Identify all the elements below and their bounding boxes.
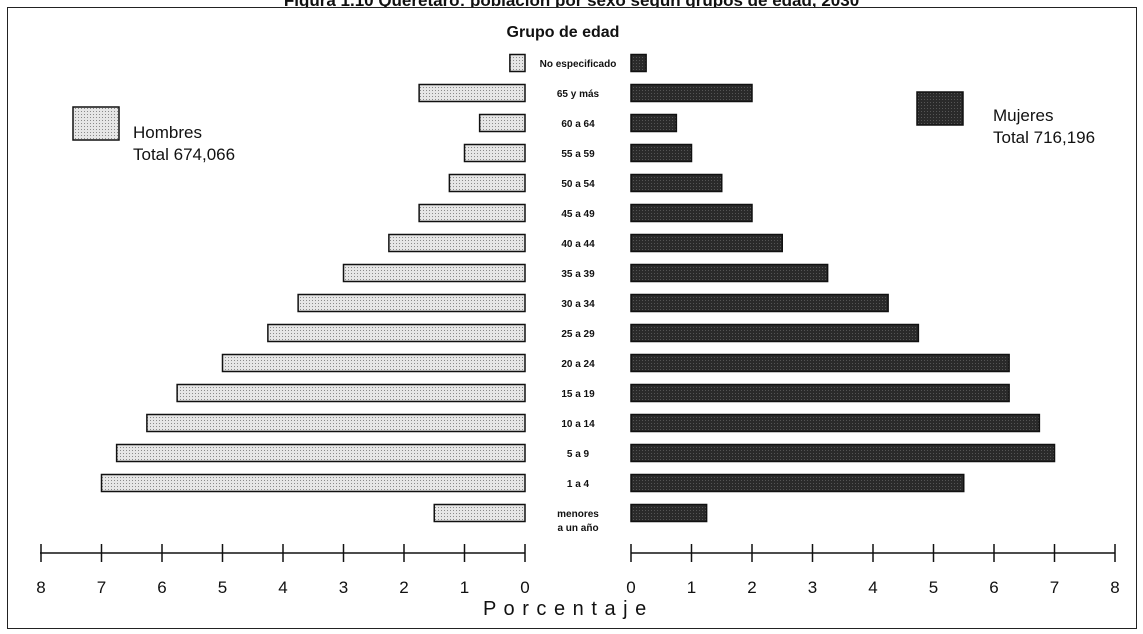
bar-hombres: [342, 263, 526, 283]
bar-hombres: [388, 233, 526, 253]
x-axis-title: P o r c e n t a j e: [483, 598, 647, 620]
bar-mujeres: [630, 53, 647, 73]
bar-hombres: [221, 353, 526, 373]
bar-hombres: [463, 143, 526, 163]
category-label: 35 a 39: [561, 269, 595, 280]
x-tick-label-left: 4: [278, 578, 287, 597]
x-tick-label-left: 3: [339, 578, 348, 597]
bar-mujeres: [630, 443, 1056, 463]
category-label: a un año: [557, 523, 598, 534]
x-tick-label-right: 5: [929, 578, 938, 597]
bar-mujeres: [630, 293, 889, 313]
x-tick-label-right: 0: [626, 578, 635, 597]
category-label: 60 a 64: [561, 119, 595, 130]
legend-mujeres: Mujeres Total 716,196: [993, 105, 1095, 149]
category-label: 15 a 19: [561, 389, 595, 400]
category-label: No especificado: [540, 59, 617, 70]
category-label: menores: [557, 509, 599, 520]
category-label: 30 a 34: [561, 299, 595, 310]
x-tick-label-left: 8: [36, 578, 45, 597]
bar-mujeres: [630, 353, 1010, 373]
category-label: 5 a 9: [567, 449, 590, 460]
bar-hombres: [418, 83, 526, 103]
category-label: 50 a 54: [561, 179, 595, 190]
x-tick-label-right: 8: [1110, 578, 1119, 597]
category-label: 45 a 49: [561, 209, 595, 220]
x-tick-label-left: 6: [157, 578, 166, 597]
bar-hombres: [176, 383, 526, 403]
bar-mujeres: [630, 413, 1041, 433]
bar-mujeres: [630, 383, 1010, 403]
x-tick-label-right: 1: [687, 578, 696, 597]
bar-mujeres: [630, 473, 965, 493]
bar-hombres: [418, 203, 526, 223]
bar-mujeres: [630, 323, 920, 343]
category-label: 65 y más: [557, 89, 600, 100]
legend-hombres-name: Hombres: [133, 123, 202, 142]
bar-mujeres: [630, 173, 723, 193]
bar-mujeres: [630, 113, 678, 133]
category-label: 1 a 4: [567, 479, 590, 490]
x-tick-label-right: 7: [1050, 578, 1059, 597]
legend-mujeres-total: Total 716,196: [993, 128, 1096, 147]
x-tick-label-left: 7: [97, 578, 106, 597]
x-tick-label-right: 2: [747, 578, 756, 597]
bar-hombres: [509, 53, 526, 73]
category-axis-title: Grupo de edad: [507, 24, 620, 41]
category-label: 10 a 14: [561, 419, 595, 430]
chart-title: Figura 1.10 Querétaro: población por sex…: [283, 0, 860, 10]
bar-mujeres: [630, 233, 783, 253]
bar-hombres: [297, 293, 526, 313]
x-tick-label-right: 3: [808, 578, 817, 597]
bar-hombres: [100, 473, 526, 493]
legend-hombres: Hombres Total 674,066: [133, 122, 235, 166]
bar-hombres: [267, 323, 526, 343]
category-label: 20 a 24: [561, 359, 595, 370]
bar-mujeres: [630, 83, 753, 103]
bar-mujeres: [630, 143, 693, 163]
bar-mujeres: [630, 263, 829, 283]
bar-hombres: [146, 413, 526, 433]
legend-hombres-total: Total 674,066: [133, 145, 236, 164]
category-label: 55 a 59: [561, 149, 595, 160]
x-tick-label-left: 5: [218, 578, 227, 597]
x-tick-label-right: 4: [868, 578, 877, 597]
category-label: 25 a 29: [561, 329, 595, 340]
x-tick-label-left: 1: [460, 578, 469, 597]
bar-mujeres: [630, 203, 753, 223]
bar-hombres: [478, 113, 526, 133]
legend-swatch-hombres: [72, 106, 120, 141]
legend-mujeres-name: Mujeres: [993, 106, 1054, 125]
bar-hombres: [448, 173, 526, 193]
x-tick-label-left: 2: [399, 578, 408, 597]
bar-mujeres: [630, 503, 708, 523]
x-tick-label-right: 6: [989, 578, 998, 597]
category-label: 40 a 44: [561, 239, 595, 250]
bar-hombres: [115, 443, 526, 463]
x-tick-label-left: 0: [520, 578, 529, 597]
bar-hombres: [433, 503, 526, 523]
legend-swatch-mujeres: [916, 91, 964, 126]
